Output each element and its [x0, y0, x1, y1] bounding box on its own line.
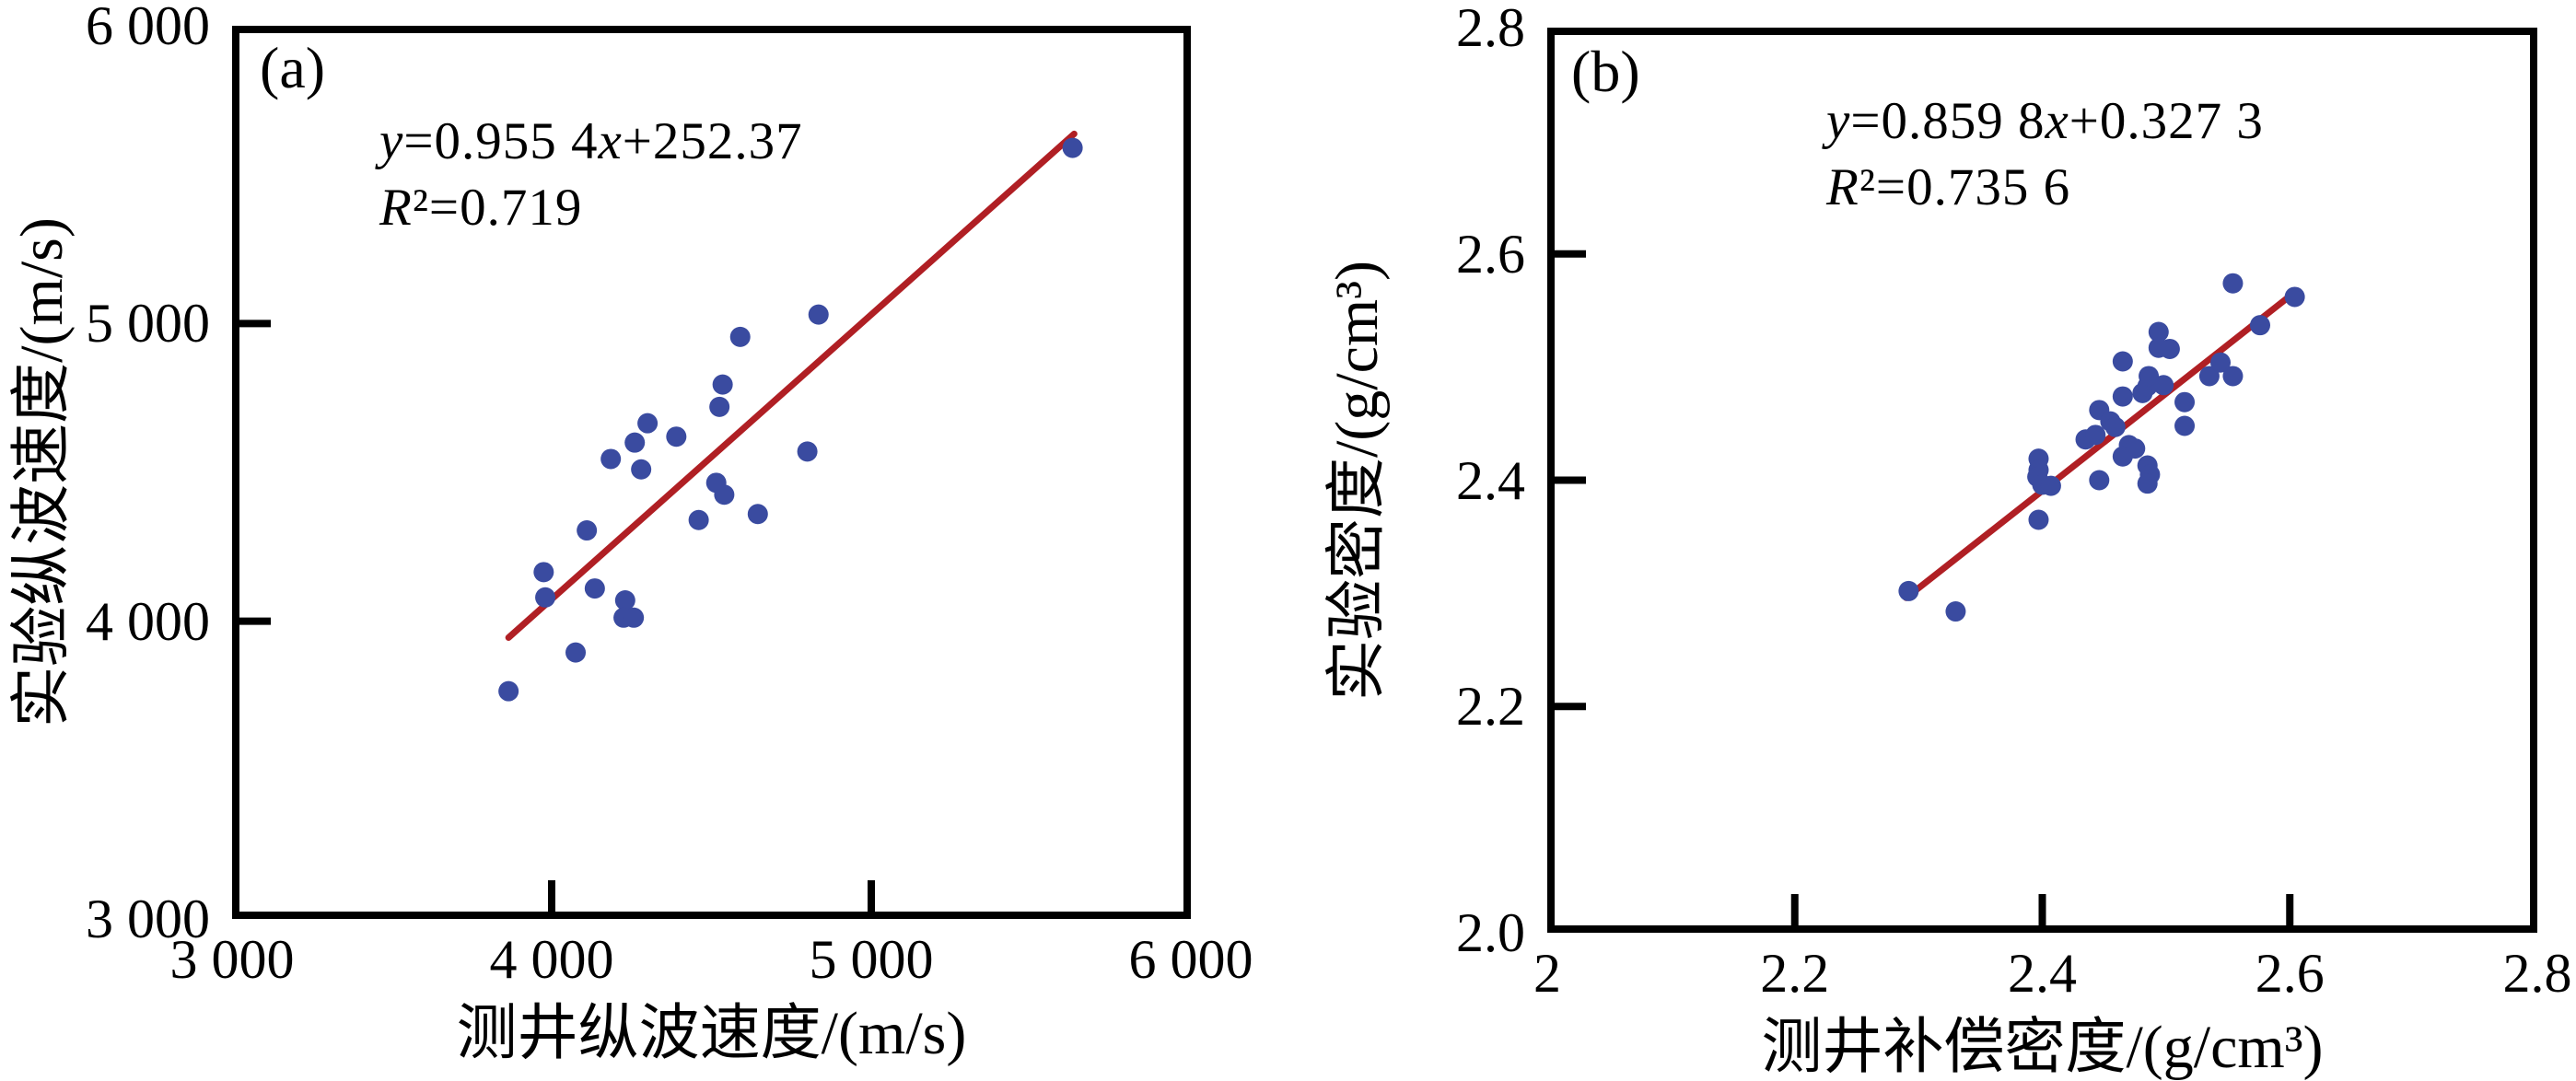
y-tick-label: 2.6 [1456, 223, 1525, 285]
data-point [565, 642, 587, 663]
data-point [2085, 424, 2106, 446]
data-point [624, 432, 646, 453]
plot-frame [1547, 28, 2537, 933]
data-point [2104, 416, 2126, 437]
data-point [797, 441, 818, 462]
trend-line [1903, 287, 2300, 601]
equation-text-a: y=0.955 4x+252.37 [379, 112, 803, 170]
r-squared-text-b: R²=0.735 6 [1826, 157, 2071, 216]
plot-frame [232, 26, 1191, 919]
data-point [712, 374, 733, 395]
x-tick-label: 2.6 [2255, 943, 2325, 1004]
data-point [714, 484, 735, 506]
data-point [2210, 352, 2231, 373]
data-point [808, 304, 829, 325]
data-point [584, 578, 605, 599]
data-point [498, 680, 519, 702]
y-tick-label: 6 000 [86, 0, 210, 56]
panel-letter-b: (b) [1571, 39, 1640, 104]
data-point [2089, 470, 2110, 491]
data-point [631, 459, 652, 480]
equation-text-b: y=0.859 8x+0.327 3 [1826, 92, 2264, 150]
data-point [535, 587, 556, 608]
x-tick-label: 4 000 [489, 929, 614, 990]
data-point [2222, 366, 2244, 387]
data-point [614, 590, 635, 611]
x-tick-label: 5 000 [809, 929, 934, 990]
data-point [688, 509, 709, 530]
data-point [666, 426, 687, 448]
data-point [729, 326, 751, 347]
data-point [2174, 415, 2196, 436]
x-tick-label: 2 [1533, 943, 1561, 1004]
data-point [2112, 386, 2133, 407]
data-point [2222, 273, 2244, 294]
x-tick-label: 3 000 [169, 929, 295, 990]
x-tick-label: 6 000 [1128, 929, 1253, 990]
data-point [2040, 475, 2061, 496]
data-point [2198, 366, 2220, 387]
data-point [2137, 473, 2158, 494]
y-tick-label: 3 000 [86, 889, 210, 949]
equation-block-b: y=0.859 8x+0.327 3 R²=0.735 6 [1826, 88, 2264, 221]
data-point [1945, 601, 1966, 622]
y-tick-label: 5 000 [86, 293, 210, 355]
y-tick-label: 2.4 [1456, 449, 1525, 511]
y-tick-label: 4 000 [86, 590, 210, 652]
data-point [1898, 580, 1919, 601]
data-point [1062, 137, 1083, 158]
y-tick-label: 2.0 [1456, 902, 1525, 963]
plot-area-a [232, 26, 1191, 919]
data-point [2174, 391, 2196, 413]
x-axis-label-b: 测井补偿密度/(g/cm³) [1761, 1014, 2324, 1081]
r-squared-text-a: R²=0.719 [379, 178, 583, 237]
data-point [637, 413, 659, 434]
equation-block-a: y=0.955 4x+252.37 R²=0.719 [379, 109, 803, 241]
x-tick-label: 2.2 [1760, 943, 1830, 1004]
x-tick-label: 2.8 [2502, 943, 2572, 1004]
data-point [2284, 286, 2305, 308]
data-point [2112, 446, 2133, 467]
data-point [2028, 509, 2049, 530]
data-point [709, 396, 730, 417]
data-point [2159, 338, 2180, 359]
data-point [533, 562, 554, 583]
data-point [624, 607, 645, 628]
x-tick-label: 2.4 [2008, 943, 2077, 1004]
data-point [2153, 375, 2174, 396]
x-axis-label-a: 测井纵波速度/(m/s) [456, 1000, 967, 1067]
panel-letter-a: (a) [260, 35, 326, 100]
trend-line [505, 130, 1078, 641]
y-tick-label: 2.8 [1456, 0, 1525, 58]
data-point [2112, 351, 2133, 372]
data-point [600, 448, 622, 470]
plot-area-b [1547, 28, 2537, 933]
data-point [2250, 315, 2270, 336]
data-point [2139, 366, 2160, 387]
data-point [747, 504, 768, 525]
data-point [2148, 321, 2169, 343]
data-point [577, 520, 598, 541]
y-tick-label: 2.2 [1456, 676, 1525, 738]
